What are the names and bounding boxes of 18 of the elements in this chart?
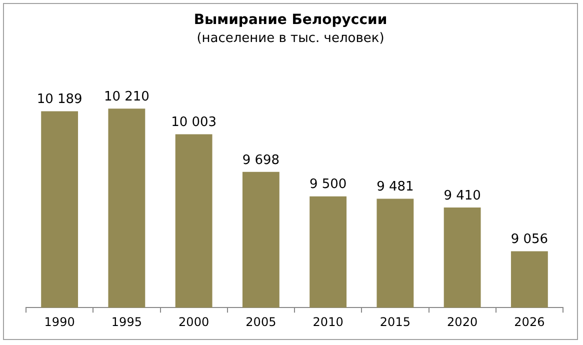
- data-label: 9 410: [444, 188, 481, 204]
- data-label: 10 003: [171, 115, 217, 130]
- data-label: 9 056: [510, 232, 548, 248]
- x-tick-label: 2020: [447, 314, 478, 329]
- data-label: 9 500: [309, 177, 347, 192]
- x-tick-label: 2000: [178, 314, 210, 329]
- x-tick-label: 2010: [312, 314, 344, 329]
- data-label: 9 698: [242, 152, 280, 168]
- chart-title: Вымирание Белоруссии: [194, 12, 388, 28]
- x-tick-label: 2005: [246, 314, 276, 329]
- data-label: 9 481: [376, 180, 414, 195]
- x-tick-label: 2026: [514, 314, 545, 329]
- data-label: 10 189: [36, 92, 82, 108]
- chart-subtitle: (население в тыс. человек): [196, 30, 384, 46]
- data-label: 10 210: [104, 89, 150, 104]
- x-tick-label: 1990: [44, 314, 75, 329]
- x-tick-label: 1995: [111, 314, 142, 329]
- x-tick-label: 2015: [380, 314, 410, 329]
